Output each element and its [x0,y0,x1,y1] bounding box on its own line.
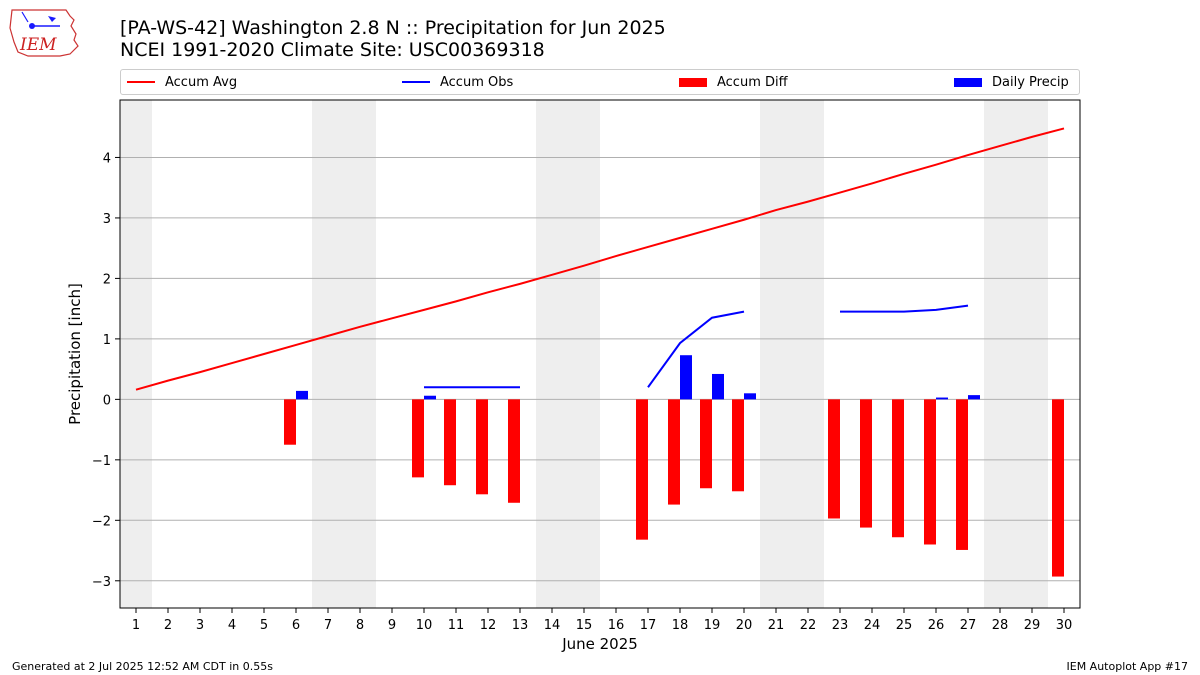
legend-label-accum-diff: Accum Diff [717,74,788,90]
x-tick-label: 18 [672,618,689,633]
x-tick-label: 14 [544,618,561,633]
accum-diff-bar [636,399,648,540]
x-tick-label: 27 [960,618,977,633]
y-tick-label: 4 [103,151,111,166]
x-tick-label: 13 [512,618,529,633]
accum-diff-bar [476,399,488,495]
x-tick-label: 22 [800,618,817,633]
weekend-shade [312,100,376,608]
weekend-shade [760,100,824,608]
y-gridlines [120,156,1080,582]
accum-diff-bar [668,399,680,505]
chart-legend: Accum Avg Accum Obs Accum Diff Daily Pre… [120,69,1080,95]
x-tick-label: 9 [388,618,396,633]
x-tick-label: 1 [132,618,140,633]
weekend-shade [984,100,1048,608]
logo-text: IEM [19,35,57,55]
x-tick-label: 19 [704,618,721,633]
daily-precip-bar [680,355,692,400]
x-tick-label: 2 [164,618,172,633]
chart-title-line1: [PA-WS-42] Washington 2.8 N :: Precipita… [120,17,666,39]
x-tick-label: 5 [260,618,268,633]
weekend-shade [120,100,152,608]
daily-precip-bar [744,393,756,400]
x-tick-label: 7 [324,618,332,633]
accum-diff-bar [828,399,840,519]
accum-diff-bar [860,399,872,528]
x-tick-label: 10 [416,618,433,633]
x-tick-label: 28 [992,618,1009,633]
chart-title: [PA-WS-42] Washington 2.8 N :: Precipita… [120,17,666,61]
iem-logo: IEM [8,6,80,60]
accum-diff-bar [284,399,296,445]
x-tick-label: 30 [1056,618,1073,633]
x-tick-label: 6 [292,618,300,633]
y-tick-label: −3 [92,575,111,590]
accum-diff-bar [508,399,520,503]
x-tick-label: 3 [196,618,204,633]
legend-item-daily-precip: Daily Precip [954,70,1069,94]
legend-swatch-accum-diff [679,77,707,87]
legend-item-accum-avg: Accum Avg [127,70,237,94]
footer-app: IEM Autoplot App #17 [1066,660,1189,673]
x-axis-label: June 2025 [561,635,638,653]
plot-frame [119,99,1081,609]
legend-swatch-accum-avg [127,81,155,83]
accum-avg-line [135,127,1065,391]
accum-diff-bar [412,399,424,478]
legend-item-accum-obs: Accum Obs [402,70,513,94]
x-tick-label: 15 [576,618,593,633]
accum-diff-bar [956,399,968,550]
x-tick-label: 4 [228,618,236,633]
y-tick-label: 3 [103,212,111,227]
accum-diff-bar [700,399,712,489]
legend-swatch-daily-precip [954,77,982,87]
weekend-shade [536,100,600,608]
accum-diff-bar [444,399,456,486]
chart-title-line2: NCEI 1991-2020 Climate Site: USC00369318 [120,39,545,61]
y-tick-label: 0 [103,393,111,408]
daily-precip-bar [424,395,436,400]
daily-precip-bar [712,373,724,400]
accum-diff-bars [284,399,1064,577]
y-tick-label: −2 [92,514,111,529]
x-axis-ticks: 1 2 3 4 5 6 7 8 9 10 11 12 13 14 15 16 17 18 19 20 21 22 23 24 2… [132,608,1072,633]
y-axis-ticks: −3 −2 −1 0 1 2 3 4 [92,151,120,590]
footer-generated: Generated at 2 Jul 2025 12:52 AM CDT in … [12,660,273,673]
accum-lines [135,127,1065,391]
daily-precip-bars [296,355,980,400]
accum-diff-bar [732,399,744,492]
accum-diff-bar [924,399,936,545]
y-tick-label: 1 [103,333,111,348]
x-tick-label: 24 [864,618,881,633]
daily-precip-bar [296,390,308,400]
x-tick-label: 25 [896,618,913,633]
y-tick-label: −1 [92,454,111,469]
x-tick-label: 8 [356,618,364,633]
legend-item-accum-diff: Accum Diff [679,70,788,94]
legend-label-daily-precip: Daily Precip [992,74,1069,90]
y-tick-label: 2 [103,272,111,287]
accum-diff-bar [1052,399,1064,577]
x-tick-label: 11 [448,618,465,633]
accum-obs-line [840,304,969,313]
accum-diff-bar [892,399,904,538]
weekend-shading [120,100,1048,608]
x-tick-label: 12 [480,618,497,633]
x-tick-label: 16 [608,618,625,633]
x-tick-label: 26 [928,618,945,633]
x-tick-label: 21 [768,618,785,633]
x-tick-label: 29 [1024,618,1041,633]
x-tick-label: 17 [640,618,657,633]
daily-precip-bar [968,395,980,400]
x-tick-label: 20 [736,618,753,633]
x-tick-label: 23 [832,618,849,633]
y-axis-label: Precipitation [inch] [66,283,84,425]
legend-label-accum-avg: Accum Avg [165,74,238,90]
legend-label-accum-obs: Accum Obs [440,74,514,90]
legend-swatch-accum-obs [402,81,430,83]
accum-obs-line [647,310,745,388]
daily-precip-bar [936,397,948,400]
